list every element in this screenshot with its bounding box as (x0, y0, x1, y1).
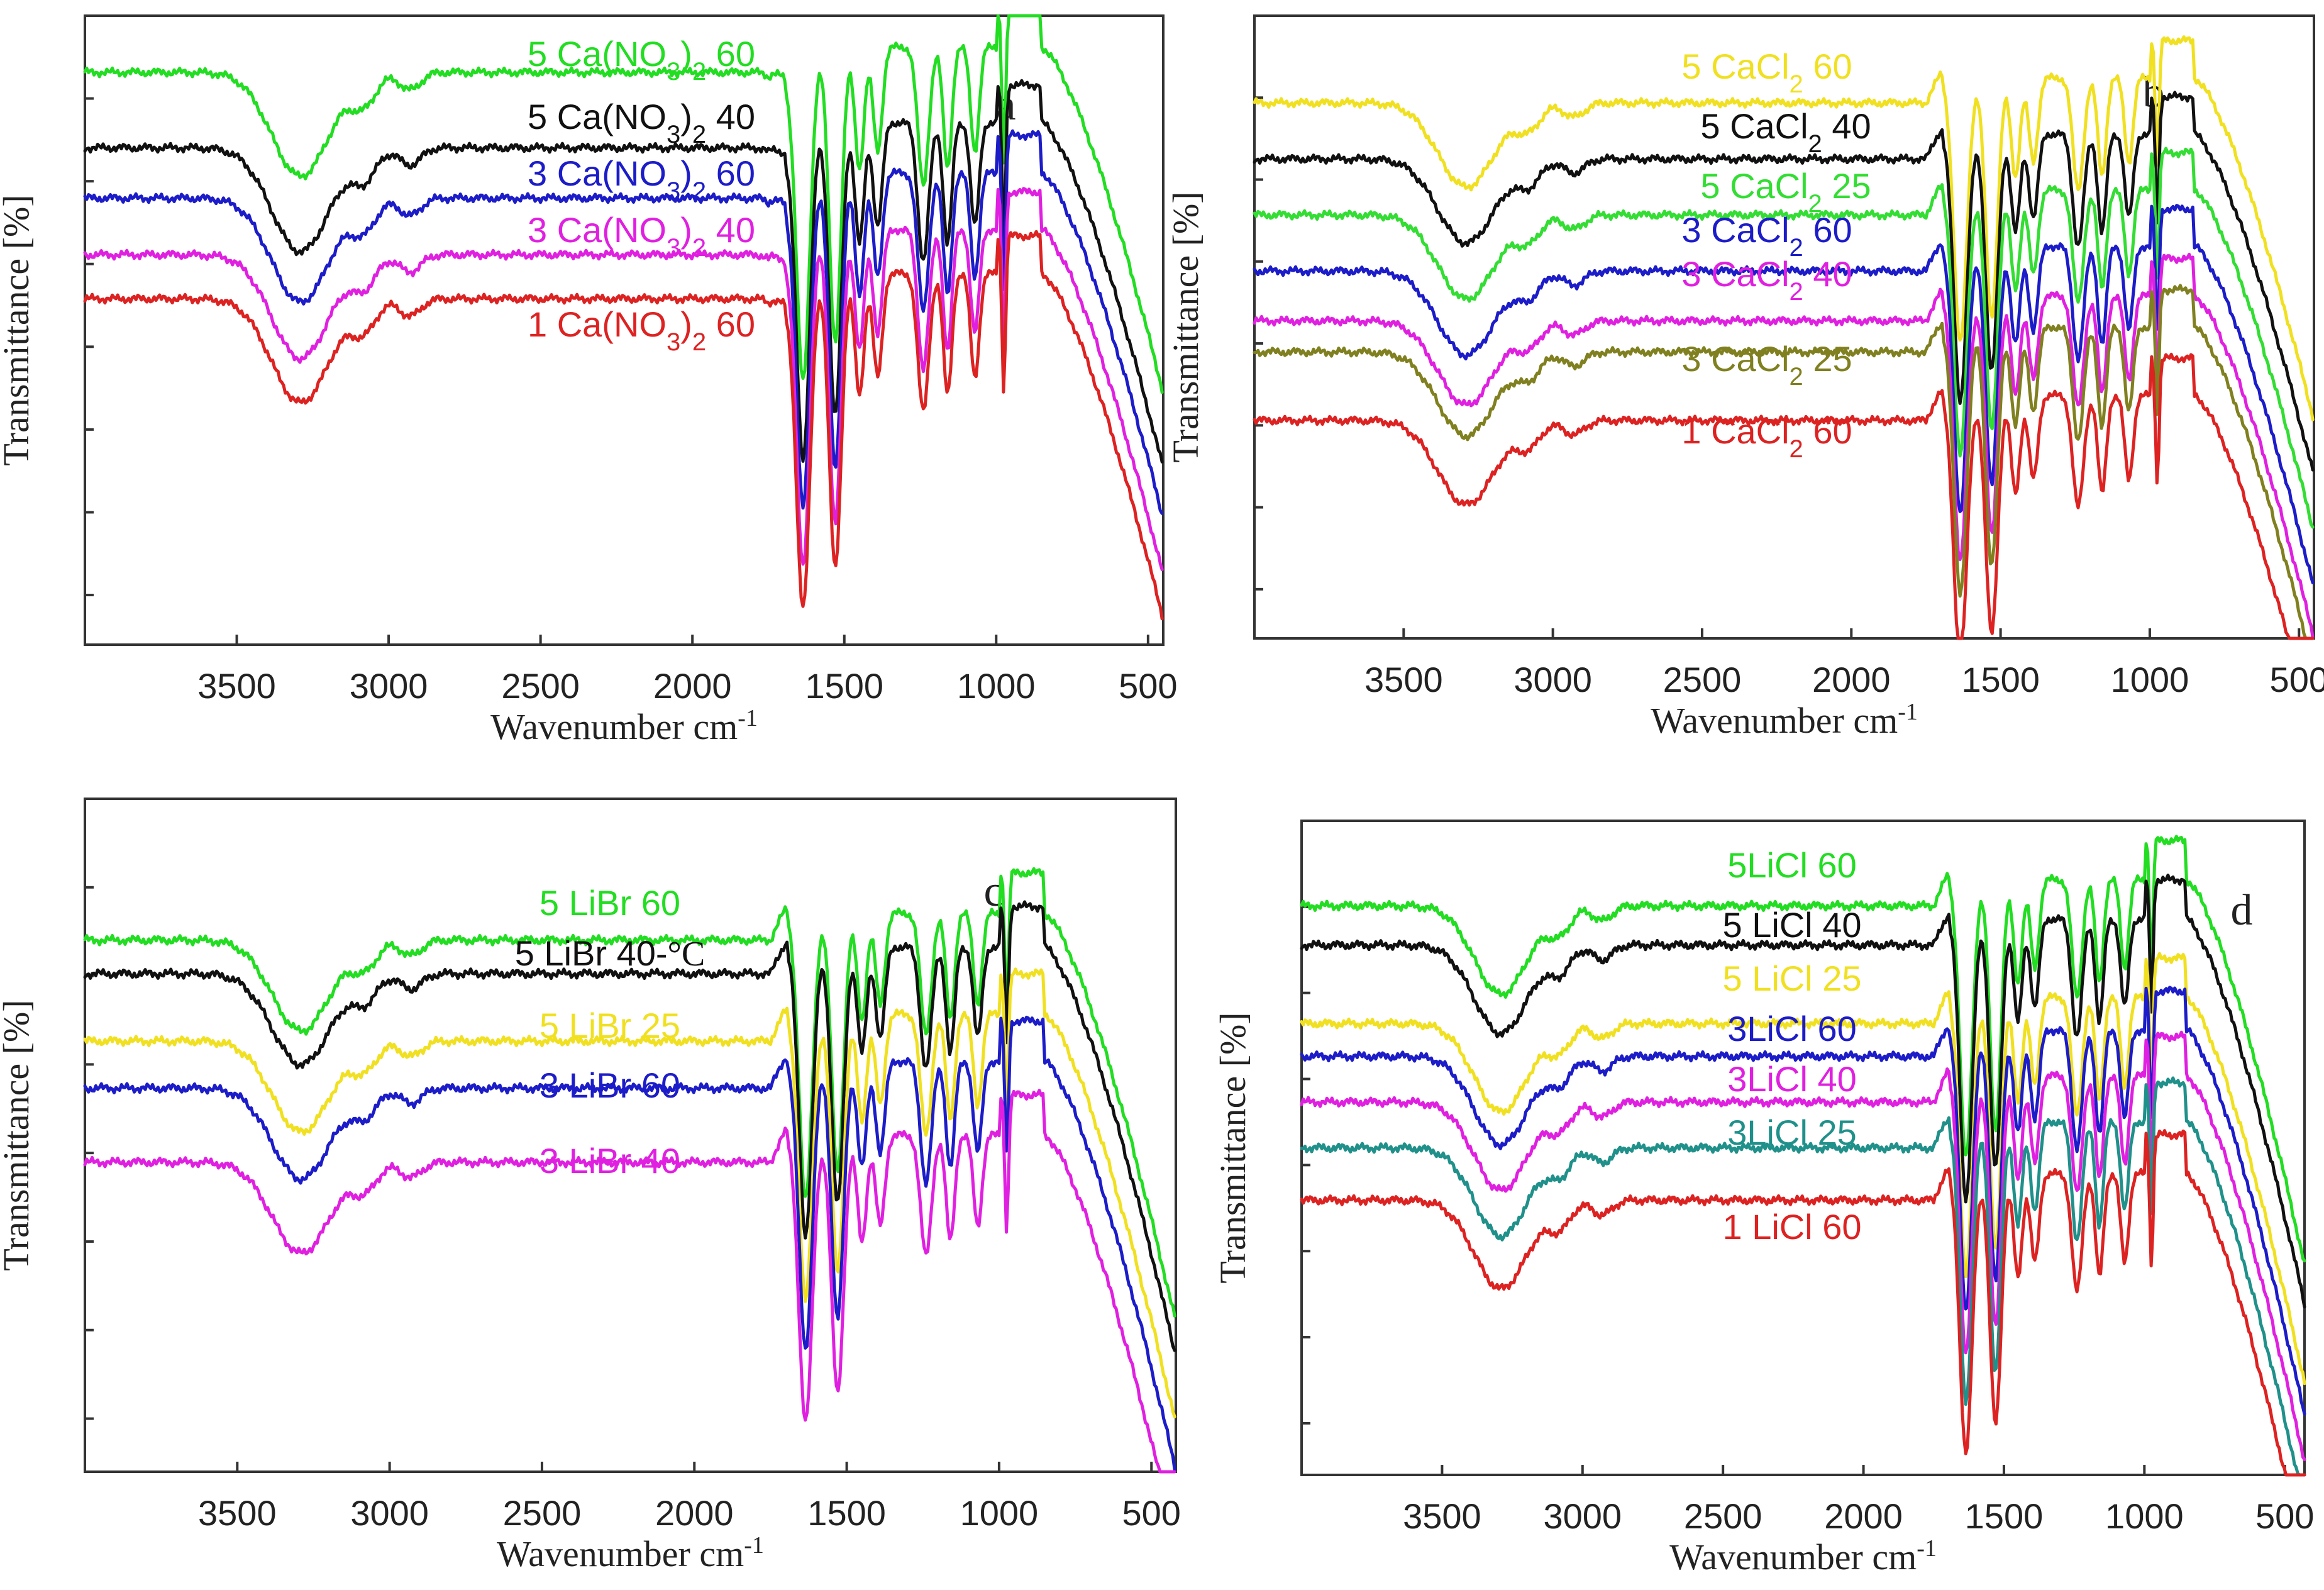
spectrum-line (83, 79, 1164, 464)
spectrum-line (1253, 91, 2315, 472)
x-tick-label: 3500 (1403, 1496, 1481, 1536)
legend-label: 3 LiBr 60 (540, 1065, 680, 1105)
panel-b: 3500 3000 2500 2000 1500 1000 500 Wavenumber cm… (1165, 14, 2324, 741)
legend-label: 3 CaCl2 25 (1681, 339, 1852, 391)
legend-label: 5 LiCl 40 (1722, 905, 1861, 945)
spectrum-line (83, 900, 1176, 1352)
y-axis-label: Transmittance [%] (0, 999, 36, 1270)
spectrum-line (1300, 1030, 2306, 1462)
x-tick-label: 500 (2270, 660, 2324, 699)
y-axis-label: Transmittance [%] (0, 194, 36, 465)
x-tick-label: 3500 (198, 1493, 277, 1533)
spectrum-line (1300, 835, 2306, 1263)
legend-label: 5 LiCl 25 (1722, 959, 1861, 998)
x-tick-label: 500 (1122, 1493, 1181, 1533)
legend-label: 5 CaCl2 40 (1700, 106, 1871, 158)
x-tick-label: 500 (1119, 666, 1177, 706)
x-tick-label: 2000 (653, 666, 732, 706)
panel-c: 3500 3000 2500 2000 1500 1000 500 Wavenumber cm… (0, 798, 1181, 1574)
spectrum-line (1253, 204, 2315, 584)
spectrum-line (1253, 352, 2315, 640)
panel-a: 3500 3000 2500 2000 1500 1000 500 Wavenumber cm… (0, 14, 1178, 747)
legend-label: 5LiCl 60 (1727, 845, 1856, 885)
legend-label: 5 LiBr 60 (540, 883, 680, 923)
legend-label: 5 CaCl2 60 (1681, 47, 1852, 98)
x-tick-label: 3000 (350, 1493, 429, 1533)
x-tick-label: 1000 (960, 1493, 1039, 1533)
legend-label: 3LiCl 40 (1727, 1059, 1856, 1099)
plot-frame (84, 798, 1177, 1473)
panel-letter: d (2231, 886, 2253, 935)
legend-label: 5 LiBr 40-°C (515, 933, 706, 974)
spectrum-line (1300, 1076, 2306, 1477)
x-tick-label: 1000 (957, 666, 1036, 706)
legend-label: 5 Ca(NO3)2 40 (528, 97, 755, 148)
panel-d: 3500 3000 2500 2000 1500 1000 500 Wavenumber cm… (1212, 820, 2314, 1577)
spectrum-line (1300, 1129, 2306, 1477)
legend-label: 1 LiCl 60 (1722, 1207, 1861, 1247)
y-axis-label: Transmittance [%] (1212, 1012, 1253, 1283)
x-tick-label: 2500 (503, 1493, 582, 1533)
x-tick-label: 1500 (1965, 1496, 2044, 1536)
x-axis-label: Wavenumber cm-1 (1669, 1535, 1937, 1577)
x-tick-label: 2500 (501, 666, 580, 706)
legend-label: 5 Ca(NO3)2 60 (528, 34, 755, 86)
x-tick-label: 1000 (2111, 660, 2189, 699)
plot-frame (84, 14, 1165, 646)
spectrum-line (83, 14, 1164, 394)
spectrum-line (1253, 252, 2315, 640)
legend-label: 3LiCl 25 (1727, 1113, 1856, 1152)
x-tick-label: 3000 (1513, 660, 1592, 699)
spectrum-line (83, 1089, 1176, 1474)
legend-label: 5 LiBr 25 (540, 1006, 680, 1045)
x-tick-label: 3500 (197, 666, 276, 706)
x-tick-label: 3000 (1543, 1496, 1622, 1536)
legend-label: 1 Ca(NO3)2 60 (528, 304, 755, 356)
x-tick-label: 2000 (655, 1493, 734, 1533)
spectrum-line (1300, 874, 2306, 1309)
x-tick-label: 2500 (1684, 1496, 1762, 1536)
spectrum-line (83, 867, 1176, 1318)
spectrum-line (83, 967, 1176, 1419)
y-axis-label: Transmittance [%] (1165, 191, 1206, 462)
spectrum-line (1300, 986, 2306, 1416)
spectrum-line (83, 230, 1164, 621)
x-tick-label: 2500 (1663, 660, 1742, 699)
spectrum-line (1253, 284, 2315, 640)
x-tick-label: 1500 (807, 1493, 886, 1533)
x-axis-label: Wavenumber cm-1 (497, 1532, 764, 1574)
x-tick-label: 1500 (805, 666, 883, 706)
x-tick-label: 1500 (1961, 660, 2040, 699)
x-tick-label: 500 (2255, 1496, 2314, 1536)
spectrum-line (1253, 35, 2315, 421)
x-tick-label: 3000 (350, 666, 428, 706)
spectrum-line (1253, 147, 2315, 529)
legend-label: 1 CaCl2 60 (1681, 411, 1852, 463)
legend-label: 3LiCl 60 (1727, 1009, 1856, 1048)
spectrum-line (83, 129, 1164, 515)
x-tick-label: 3500 (1364, 660, 1443, 699)
x-axis-label: Wavenumber cm-1 (490, 705, 758, 747)
x-axis-label: Wavenumber cm-1 (1651, 699, 1918, 741)
legend-label: 3 CaCl2 40 (1681, 254, 1852, 306)
plot-frame (1253, 14, 2315, 640)
x-tick-label: 2000 (1824, 1496, 1903, 1536)
x-tick-label: 2000 (1812, 660, 1891, 699)
legend-label: 3 LiBr 40 (540, 1141, 680, 1181)
spectrum-line (1300, 952, 2306, 1386)
spectrum-line (83, 187, 1164, 571)
spectrum-line (83, 1015, 1176, 1471)
x-tick-label: 1000 (2105, 1496, 2184, 1536)
